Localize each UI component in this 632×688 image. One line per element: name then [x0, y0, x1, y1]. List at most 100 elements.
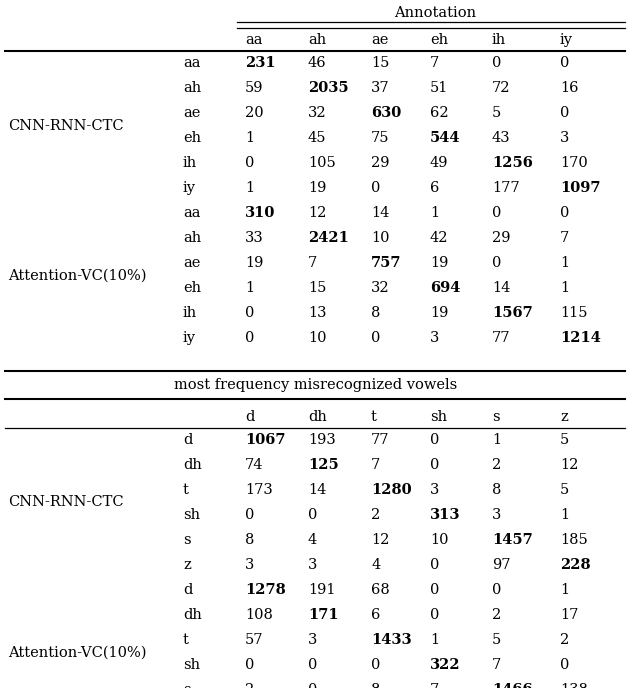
Text: dh: dh: [308, 410, 327, 424]
Text: 3: 3: [308, 558, 317, 572]
Text: 0: 0: [371, 658, 380, 672]
Text: 0: 0: [430, 608, 439, 622]
Text: 0: 0: [371, 331, 380, 345]
Text: 10: 10: [371, 231, 389, 245]
Text: ae: ae: [371, 33, 389, 47]
Text: s: s: [183, 533, 191, 547]
Text: s: s: [183, 683, 191, 688]
Text: 37: 37: [371, 81, 389, 95]
Text: 313: 313: [430, 508, 461, 522]
Text: 7: 7: [430, 683, 439, 688]
Text: 2: 2: [492, 458, 501, 472]
Text: 77: 77: [492, 331, 511, 345]
Text: 12: 12: [560, 458, 578, 472]
Text: 4: 4: [308, 533, 317, 547]
Text: 1214: 1214: [560, 331, 601, 345]
Text: 2: 2: [245, 683, 254, 688]
Text: 185: 185: [560, 533, 588, 547]
Text: 59: 59: [245, 81, 264, 95]
Text: ah: ah: [183, 81, 201, 95]
Text: iy: iy: [560, 33, 573, 47]
Text: sh: sh: [430, 410, 447, 424]
Text: 1: 1: [245, 281, 254, 295]
Text: 1: 1: [492, 433, 501, 447]
Text: 3: 3: [492, 508, 501, 522]
Text: 3: 3: [245, 558, 254, 572]
Text: 33: 33: [245, 231, 264, 245]
Text: 0: 0: [430, 558, 439, 572]
Text: d: d: [183, 583, 192, 597]
Text: 191: 191: [308, 583, 336, 597]
Text: 14: 14: [308, 483, 326, 497]
Text: 1466: 1466: [492, 683, 533, 688]
Text: eh: eh: [183, 131, 201, 145]
Text: 62: 62: [430, 106, 449, 120]
Text: 630: 630: [371, 106, 401, 120]
Text: aa: aa: [183, 206, 200, 220]
Text: 75: 75: [371, 131, 389, 145]
Text: 2035: 2035: [308, 81, 349, 95]
Text: 2: 2: [560, 633, 569, 647]
Text: 15: 15: [371, 56, 389, 70]
Text: 12: 12: [308, 206, 326, 220]
Text: ae: ae: [183, 106, 200, 120]
Text: ah: ah: [183, 231, 201, 245]
Text: 49: 49: [430, 156, 449, 170]
Text: 46: 46: [308, 56, 327, 70]
Text: 77: 77: [371, 433, 389, 447]
Text: 5: 5: [560, 433, 569, 447]
Text: 0: 0: [308, 658, 317, 672]
Text: 1278: 1278: [245, 583, 286, 597]
Text: aa: aa: [245, 33, 262, 47]
Text: 0: 0: [245, 658, 254, 672]
Text: 7: 7: [492, 658, 501, 672]
Text: most frequency misrecognized vowels: most frequency misrecognized vowels: [174, 378, 458, 392]
Text: 3: 3: [308, 633, 317, 647]
Text: 5: 5: [560, 483, 569, 497]
Text: dh: dh: [183, 608, 202, 622]
Text: 7: 7: [308, 256, 317, 270]
Text: 29: 29: [492, 231, 511, 245]
Text: 42: 42: [430, 231, 449, 245]
Text: 0: 0: [492, 56, 501, 70]
Text: CNN-RNN-CTC: CNN-RNN-CTC: [8, 118, 124, 133]
Text: 1457: 1457: [492, 533, 533, 547]
Text: 51: 51: [430, 81, 448, 95]
Text: 1433: 1433: [371, 633, 411, 647]
Text: 0: 0: [560, 206, 569, 220]
Text: 19: 19: [430, 256, 448, 270]
Text: 1067: 1067: [245, 433, 286, 447]
Text: 16: 16: [560, 81, 578, 95]
Text: 3: 3: [430, 483, 439, 497]
Text: 15: 15: [308, 281, 326, 295]
Text: 125: 125: [308, 458, 339, 472]
Text: z: z: [183, 558, 191, 572]
Text: 19: 19: [430, 306, 448, 320]
Text: 7: 7: [430, 56, 439, 70]
Text: 29: 29: [371, 156, 389, 170]
Text: 0: 0: [245, 156, 254, 170]
Text: eh: eh: [430, 33, 448, 47]
Text: 694: 694: [430, 281, 460, 295]
Text: 0: 0: [560, 106, 569, 120]
Text: 0: 0: [371, 181, 380, 195]
Text: 0: 0: [308, 683, 317, 688]
Text: 20: 20: [245, 106, 264, 120]
Text: 1: 1: [560, 508, 569, 522]
Text: iy: iy: [183, 181, 196, 195]
Text: CNN-RNN-CTC: CNN-RNN-CTC: [8, 495, 124, 510]
Text: dh: dh: [183, 458, 202, 472]
Text: d: d: [245, 410, 254, 424]
Text: 1: 1: [430, 633, 439, 647]
Text: 310: 310: [245, 206, 276, 220]
Text: 0: 0: [245, 331, 254, 345]
Text: 5: 5: [492, 106, 501, 120]
Text: 138: 138: [560, 683, 588, 688]
Text: sh: sh: [183, 508, 200, 522]
Text: ih: ih: [183, 156, 197, 170]
Text: eh: eh: [183, 281, 201, 295]
Text: 193: 193: [308, 433, 336, 447]
Text: 231: 231: [245, 56, 276, 70]
Text: 1: 1: [430, 206, 439, 220]
Text: 68: 68: [371, 583, 390, 597]
